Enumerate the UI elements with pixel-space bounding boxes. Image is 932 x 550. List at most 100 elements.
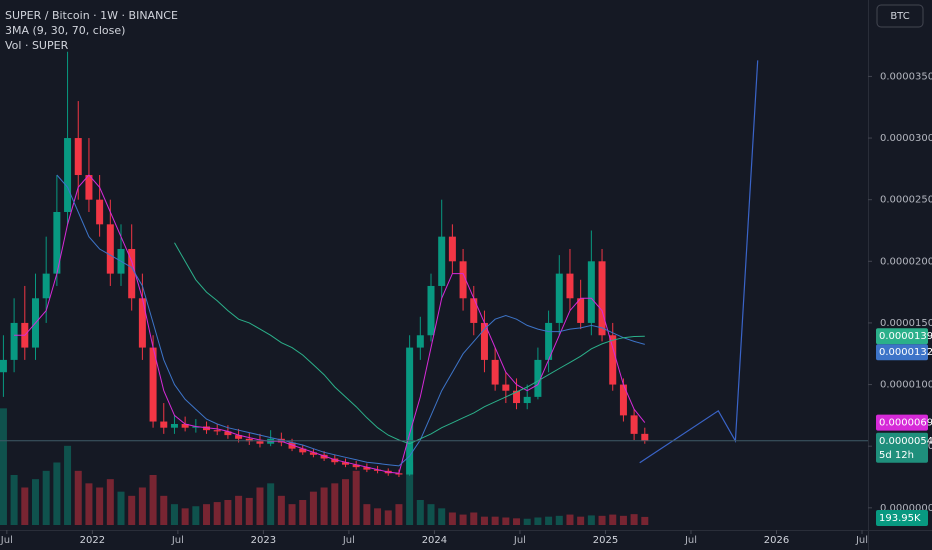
volume-bar bbox=[10, 475, 18, 525]
price-scale: 0.000000000.000005000.000010000.00001500… bbox=[868, 71, 932, 526]
volume-bar bbox=[459, 514, 467, 525]
volume-bar bbox=[320, 487, 328, 525]
candle-body bbox=[213, 430, 221, 432]
value-label-box bbox=[876, 328, 928, 345]
candle-body bbox=[64, 138, 72, 212]
volume-bar bbox=[363, 504, 371, 525]
volume-bar bbox=[555, 515, 563, 525]
volume-bar bbox=[491, 516, 499, 525]
countdown: 5d 12h bbox=[879, 450, 914, 461]
moving-average bbox=[174, 242, 645, 445]
candle-body bbox=[299, 448, 307, 453]
volume-value-label: 193.95K bbox=[879, 513, 921, 524]
candle-body bbox=[470, 298, 478, 323]
volume-bar bbox=[160, 495, 168, 525]
candle-body bbox=[128, 248, 136, 299]
volume-bar bbox=[331, 483, 339, 525]
candle-body bbox=[598, 261, 606, 336]
candle-body bbox=[459, 261, 467, 299]
volume-bar bbox=[438, 508, 446, 525]
x-tick-label: 2023 bbox=[251, 535, 276, 546]
candle-body bbox=[566, 273, 574, 299]
volume-bar bbox=[427, 504, 435, 525]
candle-body bbox=[502, 384, 510, 391]
last-price-box bbox=[876, 432, 928, 463]
volume-bar bbox=[0, 408, 7, 525]
volume-bar bbox=[277, 495, 285, 525]
candle-body bbox=[203, 426, 211, 431]
volume-bar bbox=[448, 512, 456, 525]
volume-bar bbox=[534, 517, 542, 525]
volume-bar bbox=[128, 495, 136, 525]
volume-bar bbox=[395, 504, 403, 525]
candle-body bbox=[587, 261, 595, 323]
candle-body bbox=[480, 322, 488, 360]
candle-body bbox=[630, 415, 638, 434]
candle-body bbox=[331, 458, 339, 463]
plot-area bbox=[0, 51, 868, 525]
value-label: 0.00001326 bbox=[879, 347, 932, 358]
volume-label-box bbox=[876, 510, 928, 526]
volume-bar bbox=[170, 504, 178, 525]
candle-body bbox=[416, 335, 424, 348]
volume-bar bbox=[384, 510, 392, 525]
candle-body bbox=[42, 273, 50, 299]
candle-body bbox=[555, 273, 563, 323]
candle-body bbox=[10, 322, 18, 360]
candle-body bbox=[160, 421, 168, 428]
candle-body bbox=[352, 464, 360, 468]
volume-bar bbox=[149, 475, 157, 525]
candle-body bbox=[181, 424, 189, 428]
candle-body bbox=[513, 390, 521, 404]
indicator-label: 3MA (9, 30, 70, close) bbox=[5, 24, 125, 37]
candle-body bbox=[96, 199, 104, 225]
value-label: 0.00001392 bbox=[879, 331, 932, 342]
volume-bar bbox=[641, 516, 649, 525]
value-label: 0.00000691 bbox=[879, 418, 932, 429]
volume-bar bbox=[309, 491, 317, 525]
currency-button[interactable] bbox=[876, 4, 924, 28]
volume-bar bbox=[245, 497, 253, 525]
moving-average bbox=[14, 174, 646, 474]
candle-body bbox=[619, 384, 627, 416]
candle-body bbox=[192, 426, 200, 428]
volume-bar bbox=[74, 470, 82, 525]
candle-body bbox=[53, 212, 61, 274]
volume-bar bbox=[545, 516, 553, 525]
volume-bar bbox=[42, 470, 50, 525]
x-tick-label: Jul bbox=[684, 535, 697, 546]
volume-bar bbox=[181, 508, 189, 525]
volume-bar bbox=[235, 495, 243, 525]
volume-bar bbox=[192, 506, 200, 525]
volume-bar bbox=[138, 487, 146, 525]
volume-bar bbox=[406, 462, 414, 525]
candle-body bbox=[545, 322, 553, 360]
x-tick-label: 2024 bbox=[422, 535, 447, 546]
volume-bar bbox=[53, 462, 61, 525]
value-label-box bbox=[876, 344, 928, 361]
currency-label[interactable]: BTC bbox=[890, 11, 909, 22]
x-tick-label: 2026 bbox=[764, 535, 789, 546]
candle-body bbox=[641, 433, 649, 441]
volume-bar bbox=[21, 487, 29, 525]
volume-bar bbox=[256, 487, 264, 525]
volume-bar bbox=[480, 516, 488, 525]
candle-body bbox=[138, 298, 146, 348]
volume-bar bbox=[31, 479, 39, 525]
candle-body bbox=[0, 359, 7, 373]
candle-body bbox=[224, 431, 232, 436]
volume-bar bbox=[106, 479, 114, 525]
candle-body bbox=[85, 175, 93, 200]
value-label-box bbox=[876, 414, 928, 431]
volume-bar bbox=[96, 487, 104, 525]
candle-body bbox=[288, 442, 296, 449]
candle-body bbox=[534, 359, 542, 397]
x-tick-label: Jul bbox=[342, 535, 355, 546]
volume-bar bbox=[416, 500, 424, 525]
volume-bar bbox=[224, 500, 232, 525]
